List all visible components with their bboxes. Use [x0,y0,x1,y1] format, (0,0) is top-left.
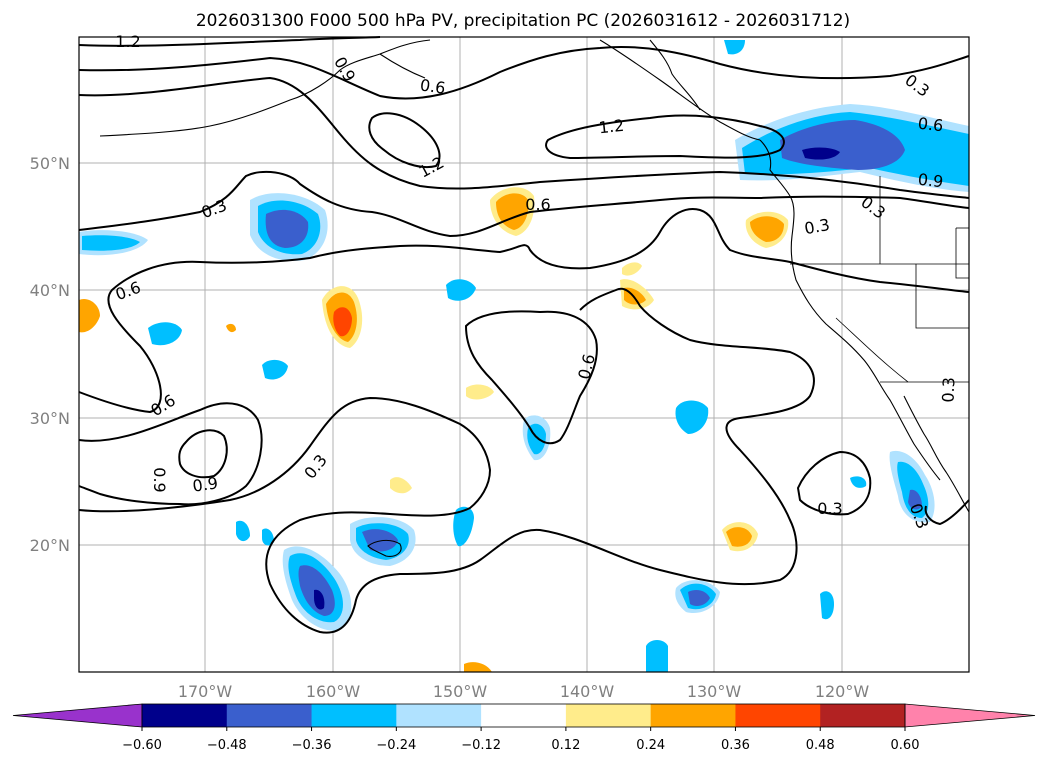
contour-label: 0.9 [917,170,944,192]
precip-pos-b-core [750,216,784,242]
lat-label: 30°N [30,409,70,428]
precip-pos-f [622,262,642,276]
colorbar-segment [650,704,736,727]
contour-label: 0.3 [939,377,959,403]
colorbar-segment [396,704,482,727]
colorbar-segment [311,704,397,727]
contour-label: 0.3 [803,215,831,238]
precip-pos-i [390,477,412,494]
colorbar-tick-label: 0.12 [551,738,580,753]
precip-blob-h [820,591,834,620]
precip-pos-c-max [333,307,352,337]
colorbar: −0.60 −0.48 −0.36 −0.24 −0.12 0.12 0.24 0.36 0.4… [12,703,1036,753]
lat-label: 20°N [30,536,70,555]
colorbar-segment [820,704,906,727]
contour-label: 0.9 [150,467,169,492]
lon-label: 170°W [178,682,233,701]
colorbar-arrow-high [904,703,1036,728]
colorbar-tick-label: −0.24 [376,738,416,753]
lon-label: 120°W [815,682,870,701]
colorbar-segment [226,704,313,727]
colorbar-tick-label: 0.24 [636,738,665,753]
lon-labels: 170°W 160°W 150°W 140°W 130°W 120°W [178,682,870,701]
lon-label: 130°W [687,682,742,701]
precip-blob-e [675,400,709,434]
contour-label: 0.6 [917,114,944,136]
colorbar-tick-label: −0.36 [292,738,332,753]
colorbar-tick-label: −0.48 [207,738,247,753]
precip-blob-a [148,322,182,346]
contour-label: 0.3 [817,499,842,518]
colorbar-tick-label: 0.48 [806,738,835,753]
map-title: 2026031300 F000 500 hPa PV, precipitatio… [196,11,850,31]
contour-labels: 1.2 0.6 0.9 1.2 1.2 0.6 0.3 0.6 0.3 0.6 … [113,32,959,531]
lon-label: 160°W [306,682,361,701]
precip-blob-south-max [314,589,325,610]
colorbar-border [141,703,906,728]
lon-label: 140°W [560,682,615,701]
state-borders [790,176,969,383]
map-frame [78,36,970,673]
lat-labels: 20°N 30°N 40°N 50°N [30,154,70,555]
contour-label: 0.6 [419,75,447,97]
colorbar-segment [142,704,228,727]
colorbar-segment [565,704,652,727]
contour-label: 0.6 [525,195,550,214]
precip-pos-k [226,323,236,333]
precip-blob-b [262,359,288,380]
precip-blob-hawaii-3 [236,520,250,542]
precip-blob-pnw-max [802,147,840,160]
colorbar-tick-label: −0.60 [122,738,162,753]
lon-label: 150°W [433,682,488,701]
contour-label: 0.9 [191,473,219,495]
colorbar-segment [481,704,567,727]
precip-blob-hawaii-4 [262,528,274,546]
precip-blob-hawaii-2 [453,506,474,547]
colorbar-tick-label: 0.36 [721,738,750,753]
lat-label: 40°N [30,281,70,300]
colorbar-segment [735,704,821,727]
precip-blob-f-mid [688,590,710,606]
colorbar-tick-label: −0.12 [461,738,501,753]
precip-blob-g [646,640,668,672]
precip-blob-hawaii-mid [362,529,398,552]
contour-label: 1.2 [115,32,140,51]
precip-pos-h-core [726,527,752,547]
coastlines [99,39,970,557]
precip-blob-westedge-core [82,235,140,251]
precip-blob-mex-small [850,476,867,488]
precip-pos-d [79,298,100,333]
pv-contours [78,36,970,634]
colorbar-arrow-low [12,703,143,728]
lat-label: 50°N [30,154,70,173]
precip-pos-g [466,384,494,400]
precip-blob-c [446,279,476,301]
colorbar-tick-label: 0.60 [891,738,920,753]
precip-pos-j [464,662,492,672]
precip-blob-canada [724,40,745,55]
precip-shading [79,40,969,672]
precip-blob-165w45n-mid [265,209,309,248]
precip-blob-mex-mid [908,489,922,510]
contour-label: 1.2 [598,116,625,138]
